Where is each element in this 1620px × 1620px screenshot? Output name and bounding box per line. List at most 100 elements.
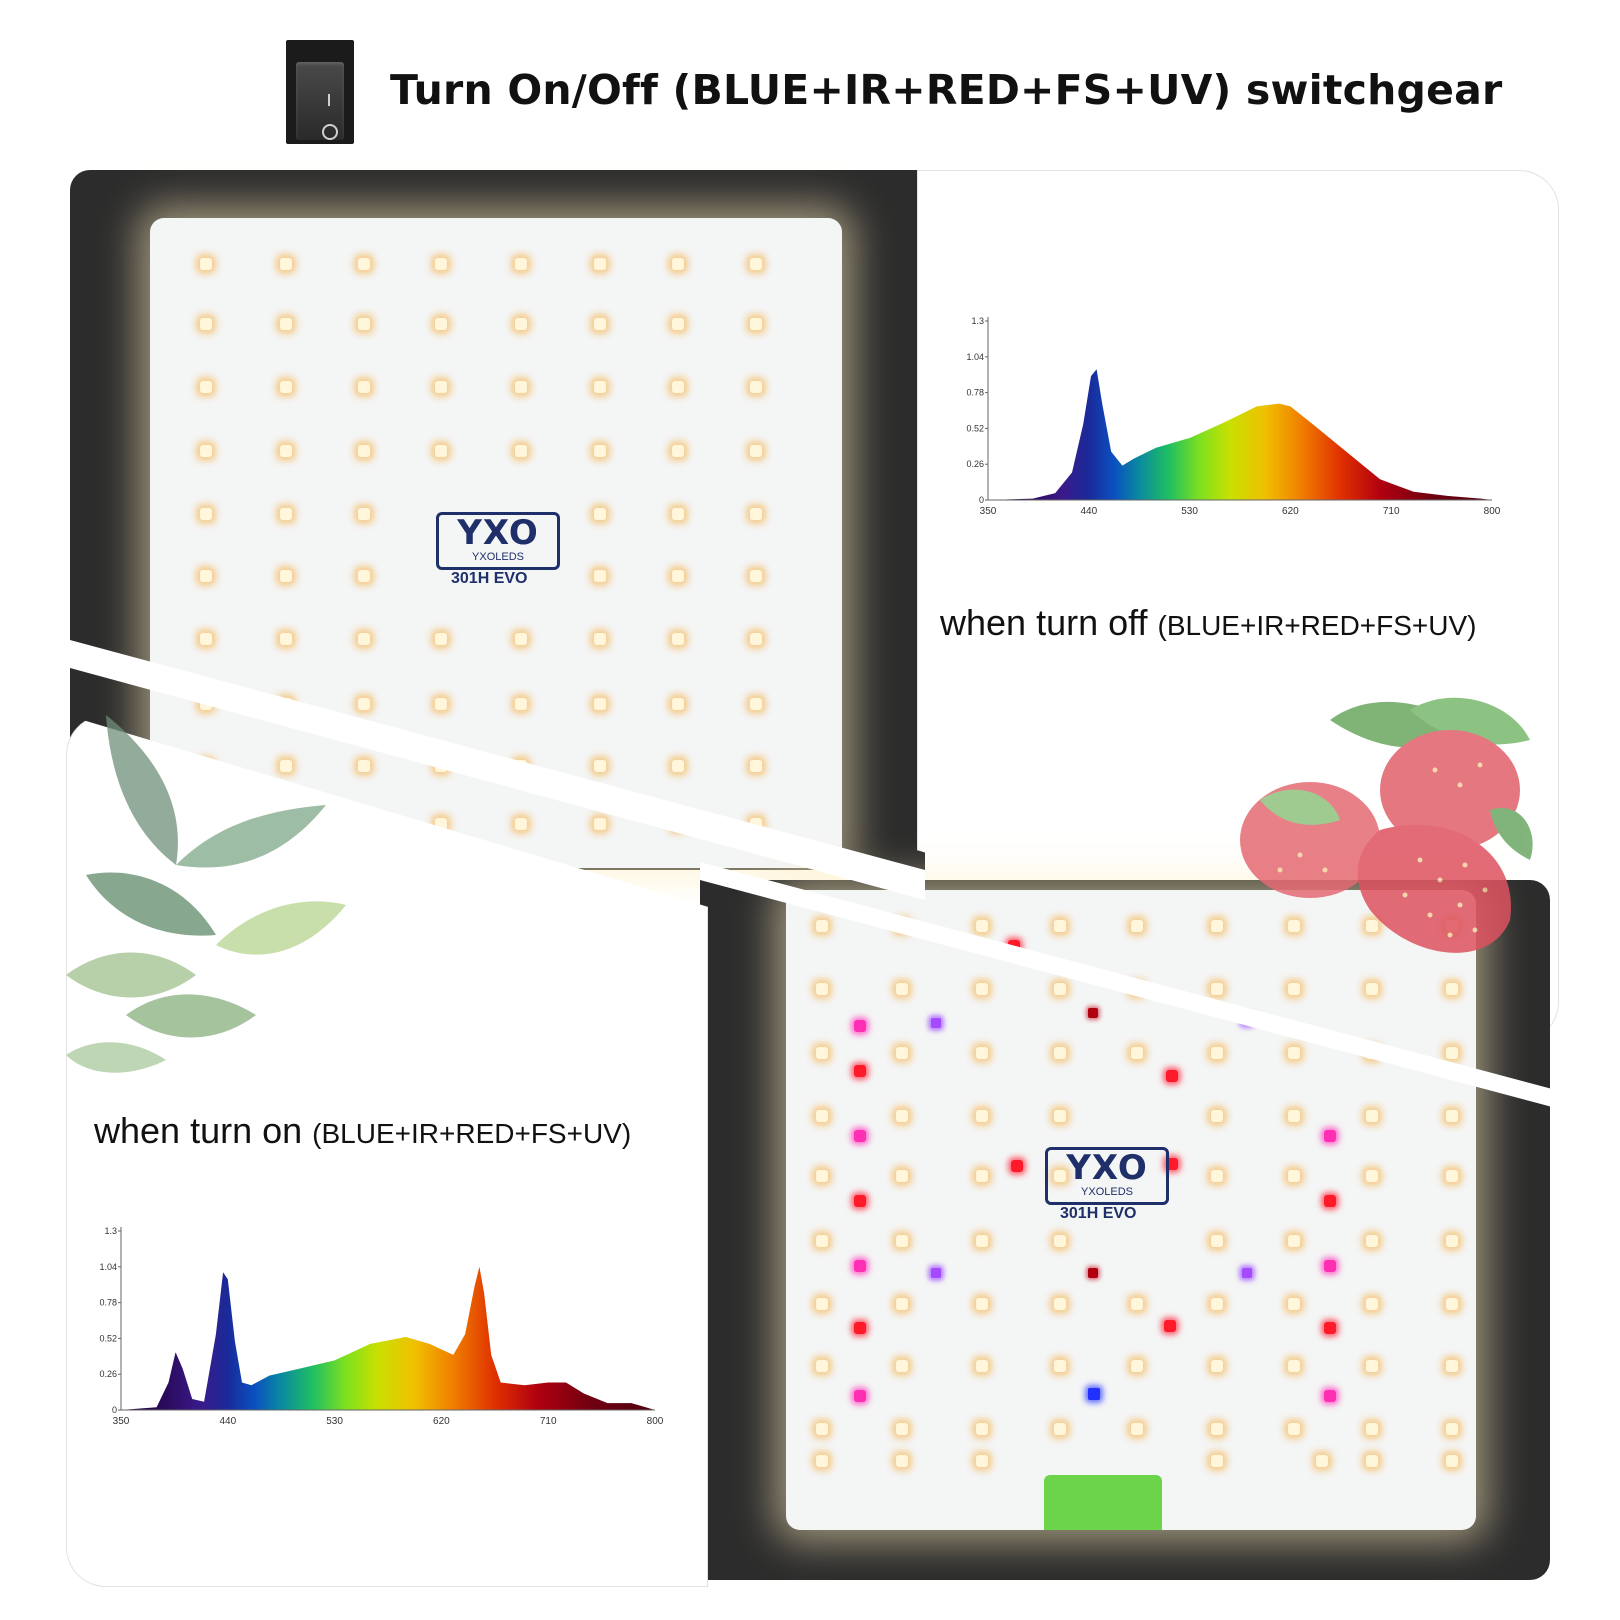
- far-red-led: [1324, 1130, 1336, 1142]
- y-tick-label: 0.78: [966, 388, 984, 398]
- white-led: [750, 570, 762, 582]
- white-led: [200, 508, 212, 520]
- white-led: [976, 1455, 988, 1467]
- brand-logo-text: YXO: [457, 513, 539, 553]
- white-led: [672, 508, 684, 520]
- white-led: [594, 570, 606, 582]
- far-red-led: [854, 1260, 866, 1272]
- white-led: [816, 920, 828, 932]
- white-led: [1366, 1170, 1378, 1182]
- white-led: [1366, 920, 1378, 932]
- white-led: [280, 760, 292, 772]
- white-led: [1211, 1455, 1223, 1467]
- brand-logo: YXO YXOLEDS: [436, 512, 560, 570]
- white-led: [672, 445, 684, 457]
- on-caption-main: when turn on: [94, 1110, 303, 1151]
- white-led: [435, 445, 447, 457]
- far-red-led: [1324, 1390, 1336, 1402]
- x-tick-label: 710: [540, 1416, 557, 1427]
- white-led: [750, 258, 762, 270]
- white-led: [1446, 1170, 1458, 1182]
- white-led: [358, 760, 370, 772]
- white-led: [358, 445, 370, 457]
- spectrum-area: [988, 369, 1492, 500]
- brand-logo-text: YXO: [1066, 1148, 1148, 1188]
- white-led: [1288, 1170, 1300, 1182]
- white-led: [1446, 1298, 1458, 1310]
- white-led: [435, 318, 447, 330]
- far-red-led: [854, 1130, 866, 1142]
- white-led: [1131, 1423, 1143, 1435]
- red-led: [854, 1322, 866, 1334]
- red-led: [1166, 1070, 1178, 1082]
- white-led: [1288, 1235, 1300, 1247]
- driver-connector: [1044, 1475, 1162, 1530]
- white-led: [976, 983, 988, 995]
- white-led: [1054, 1235, 1066, 1247]
- spectrum-chart-on: 350 440 530 620 710 800 0 0.26 0.52 0.78 1.04 1.3: [99, 1226, 663, 1427]
- white-led: [896, 1110, 908, 1122]
- white-led: [358, 508, 370, 520]
- x-tick-label: 620: [1282, 506, 1299, 517]
- white-led: [1131, 920, 1143, 932]
- white-led: [358, 698, 370, 710]
- white-led: [1054, 1170, 1066, 1182]
- switch-on-mark: [328, 94, 330, 106]
- white-led: [896, 1360, 908, 1372]
- white-led: [515, 698, 527, 710]
- white-led: [750, 633, 762, 645]
- y-tick-label: 0: [112, 1405, 117, 1415]
- y-tick-label: 1.04: [966, 352, 984, 362]
- white-led: [750, 445, 762, 457]
- white-led: [594, 760, 606, 772]
- white-led: [1366, 1235, 1378, 1247]
- y-tick-label: 0.26: [966, 459, 984, 469]
- red-led: [854, 1065, 866, 1077]
- white-led: [1211, 1235, 1223, 1247]
- white-led: [594, 258, 606, 270]
- white-led: [976, 1423, 988, 1435]
- y-tick-label: 0.52: [99, 1333, 117, 1343]
- white-led: [1131, 1047, 1143, 1059]
- y-tick-label: 1.04: [99, 1262, 117, 1272]
- off-caption: when turn off (BLUE+IR+RED+FS+UV): [940, 602, 1477, 644]
- white-led: [435, 698, 447, 710]
- white-led: [200, 258, 212, 270]
- white-led: [896, 1170, 908, 1182]
- white-led: [515, 818, 527, 830]
- white-led: [280, 508, 292, 520]
- brand-name: YXOLEDS: [472, 551, 524, 563]
- white-led: [816, 1455, 828, 1467]
- x-tick-label: 620: [433, 1416, 450, 1427]
- white-led: [1288, 983, 1300, 995]
- blue-led: [1088, 1388, 1100, 1400]
- white-led: [816, 1423, 828, 1435]
- white-led: [280, 445, 292, 457]
- white-led: [1054, 1423, 1066, 1435]
- white-led: [1211, 1423, 1223, 1435]
- white-led: [896, 1047, 908, 1059]
- white-led: [435, 258, 447, 270]
- white-led: [435, 633, 447, 645]
- far-red-led: [854, 1020, 866, 1032]
- white-led: [515, 633, 527, 645]
- white-led: [280, 570, 292, 582]
- y-tick-label: 0.78: [99, 1298, 117, 1308]
- white-led: [672, 698, 684, 710]
- x-tick-label: 800: [1484, 506, 1501, 517]
- far-red-led: [854, 1390, 866, 1402]
- white-led: [750, 760, 762, 772]
- white-led: [280, 258, 292, 270]
- model-label: 301H EVO: [1060, 1205, 1137, 1222]
- x-tick-label: 440: [1080, 506, 1097, 517]
- red-led: [1324, 1322, 1336, 1334]
- white-led: [816, 1298, 828, 1310]
- red-led: [1011, 1160, 1023, 1172]
- white-led: [1054, 983, 1066, 995]
- white-led: [750, 318, 762, 330]
- white-led: [1211, 1110, 1223, 1122]
- white-led: [1366, 1423, 1378, 1435]
- red-led: [1324, 1195, 1336, 1207]
- white-led: [672, 760, 684, 772]
- white-led: [280, 381, 292, 393]
